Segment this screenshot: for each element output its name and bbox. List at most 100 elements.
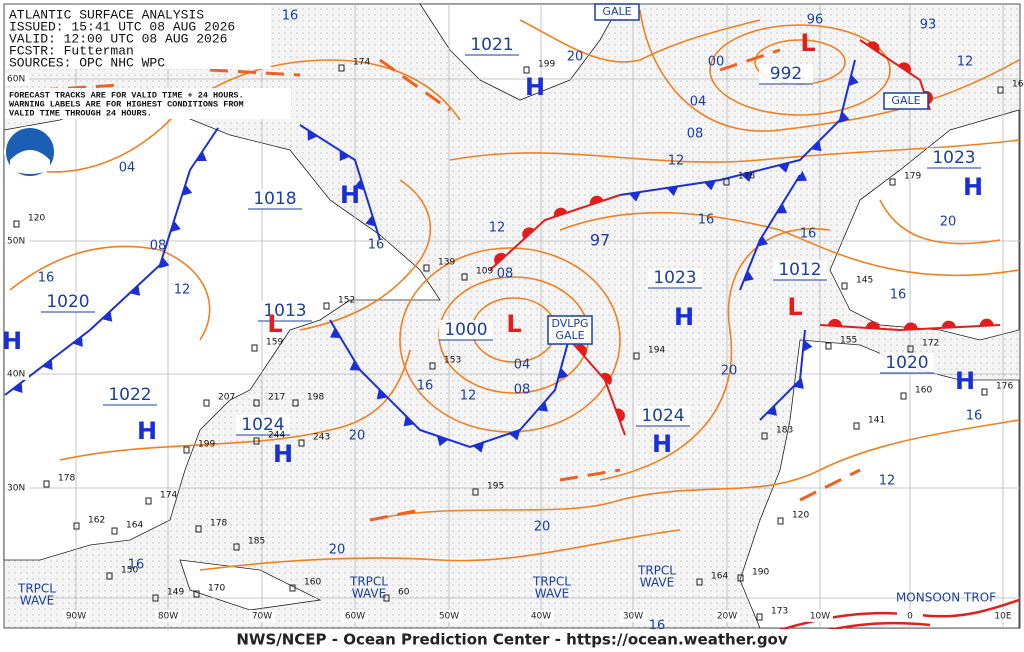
isobar-label: 04 [119, 161, 136, 176]
label-bg [249, 610, 275, 622]
isobar [449, 139, 1020, 163]
isobar-label: 12 [879, 474, 896, 489]
isobar-label: 16 [38, 271, 55, 286]
high-center: H [674, 303, 694, 331]
station-value: 173 [771, 607, 788, 617]
front-line [4, 127, 219, 396]
latitude-label: 30N [7, 484, 25, 494]
pressure-value-bg [648, 268, 702, 288]
station-value: 160 [304, 578, 321, 588]
station-symbol [981, 388, 988, 396]
cold-front-symbol [757, 235, 769, 247]
longitude-label: 20W [717, 612, 737, 622]
station-value: 109 [476, 267, 493, 277]
longitude-label: 60W [345, 612, 365, 622]
station-value: 179 [904, 172, 921, 182]
station-symbol [73, 522, 80, 530]
station-symbol [429, 362, 436, 370]
warning-label: DVLPG [551, 317, 588, 330]
station-symbol [423, 264, 430, 272]
station-value: 174 [160, 491, 177, 501]
label-bg [5, 482, 29, 494]
pressure-value: 1022 [108, 385, 151, 405]
station-value: 178 [738, 172, 755, 182]
station-value: 160 [915, 386, 932, 396]
pressure-value: 1023 [932, 148, 975, 168]
feature-label: MONSOON TROF [896, 591, 996, 605]
isobar [9, 245, 211, 341]
cold-front-symbol [766, 405, 777, 416]
isobar-label: 08 [514, 383, 531, 398]
longitude-label: 70W [252, 612, 272, 622]
cold-front-symbol [666, 186, 679, 197]
cold-front-symbol [129, 285, 141, 296]
isobar-label: 16 [368, 238, 385, 253]
warm-front-symbol [941, 320, 956, 328]
station-symbol [233, 543, 240, 551]
station-symbol [253, 437, 260, 445]
cold-front-symbol [741, 171, 753, 182]
isobar-label: 08 [497, 267, 514, 282]
header-box [5, 5, 271, 69]
high-center: H [955, 367, 975, 395]
isobar [369, 419, 1020, 521]
station-value: 207 [218, 393, 235, 403]
station-symbol [841, 282, 848, 290]
label-bg [5, 368, 29, 380]
station-value: 176 [996, 382, 1013, 392]
label-bg [990, 610, 1016, 622]
station-value: 145 [856, 276, 873, 286]
isobar-label: 20 [534, 520, 551, 535]
station-value: 120 [792, 511, 809, 521]
high-center: H [2, 327, 22, 355]
pressure-value-bg [236, 415, 290, 435]
header-line: SOURCES: OPC NHC WPC [9, 55, 165, 70]
high-center: H [273, 440, 293, 468]
warm-front-symbol [866, 41, 880, 53]
station-value: 174 [353, 58, 370, 68]
isobar-label: 20 [349, 429, 366, 444]
label-bg [620, 610, 646, 622]
pressure-value-bg [103, 385, 157, 405]
isobar-label: 16 [890, 288, 907, 303]
warning-box [883, 92, 929, 110]
cold-front-symbol [196, 150, 207, 161]
warm-front-symbol [575, 344, 587, 357]
high-center: H [652, 430, 672, 458]
station-value: 152 [338, 296, 355, 306]
cold-front-symbol [403, 415, 415, 427]
isobar-label: 96 [807, 13, 824, 28]
station-symbol [106, 572, 113, 580]
cold-front-symbol [354, 178, 365, 191]
label-bg [155, 610, 181, 622]
isobar [399, 247, 621, 433]
low-center: L [506, 310, 521, 338]
cold-front-symbol [793, 378, 804, 389]
cold-front-symbol [802, 339, 813, 352]
header-line: ISSUED: 15:41 UTC 08 AUG 2026 [9, 19, 235, 34]
pressure-value-bg [439, 320, 493, 340]
warm-front-symbol [865, 321, 880, 329]
note: FORECAST TRACKS ARE FOR VALID TIME + 24 … [9, 90, 244, 118]
station-symbol [907, 345, 914, 353]
cold-front-symbol [170, 220, 181, 233]
station-symbol [756, 613, 763, 621]
warning-label: GALE [891, 94, 920, 107]
cold-front-symbol [472, 442, 485, 453]
longitude-label: 90W [66, 612, 86, 622]
station-value: 172 [922, 339, 939, 349]
station-symbol [111, 527, 118, 535]
feature-label: WAVE [640, 576, 674, 590]
station-symbol [723, 178, 730, 186]
isobar-label: 93 [920, 18, 937, 33]
warm-front-symbol [615, 408, 625, 423]
isobar [599, 227, 831, 481]
longitude-label: 10E [994, 612, 1011, 622]
warning-box [547, 315, 593, 345]
station-symbol [193, 590, 200, 598]
pressure-value: 1013 [263, 301, 306, 321]
station-symbol [145, 497, 152, 505]
cold-front-symbol [101, 310, 113, 322]
header-line: ATLANTIC SURFACE ANALYSIS [9, 7, 204, 22]
longitude-label: 0 [907, 612, 913, 622]
